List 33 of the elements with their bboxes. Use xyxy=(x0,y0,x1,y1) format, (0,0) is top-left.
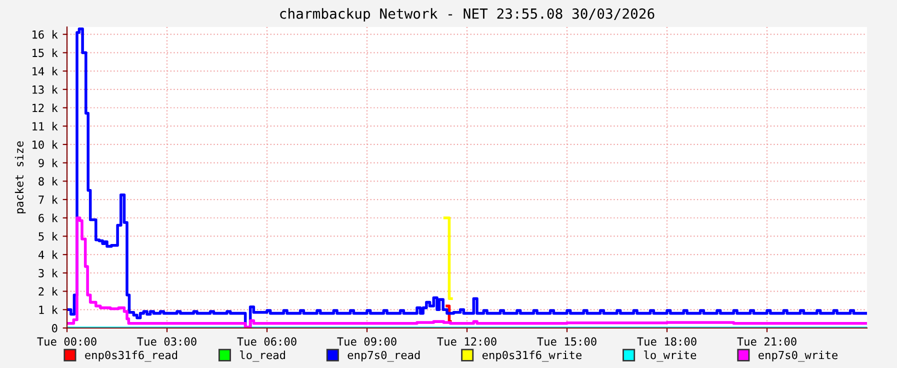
chart-title: charmbackup Network - NET 23:55.08 30/03/2026 xyxy=(280,8,654,22)
y-tick-label: 0 xyxy=(52,324,58,332)
y-axis-title: packet size xyxy=(14,141,26,214)
y-tick-label: 14 k xyxy=(32,66,58,76)
legend-label: enp7s0_read xyxy=(348,350,420,362)
y-tick-label: 2 k xyxy=(38,287,58,296)
y-tick-label: 4 k xyxy=(38,250,58,259)
x-tick-label: Tue 03:00 xyxy=(137,337,196,346)
legend-label: lo_read xyxy=(240,350,285,362)
y-tick-label: 5 k xyxy=(38,232,58,241)
legend-label: enp0s31f6_write xyxy=(482,350,582,362)
legend-label: lo_write xyxy=(644,350,696,362)
y-tick-label: 13 k xyxy=(32,85,58,94)
y-tick-label: 3 k xyxy=(38,268,58,278)
x-tick-label: Tue 18:00 xyxy=(637,337,696,346)
legend-label: enp0s31f6_read xyxy=(85,350,178,362)
x-tick-label: Tue 06:00 xyxy=(237,337,296,346)
y-tick-label: 7 k xyxy=(38,195,58,204)
x-tick-label: Tue 15:00 xyxy=(537,337,596,346)
y-tick-label: 11 k xyxy=(32,122,58,130)
x-tick-label: Tue 21:00 xyxy=(737,337,796,346)
y-tick-label: 15 k xyxy=(32,48,58,58)
x-tick-label: Tue 09:00 xyxy=(337,337,396,346)
y-tick-label: 8 k xyxy=(38,176,58,186)
y-tick-label: 12 k xyxy=(32,104,58,112)
y-tick-label: 16 k xyxy=(32,30,58,39)
legend-label: enp7s0_write xyxy=(758,350,838,362)
x-tick-label: Tue 12:00 xyxy=(437,337,496,346)
y-tick-label: 10 k xyxy=(32,140,58,149)
y-tick-label: 9 k xyxy=(38,158,58,168)
x-tick-label: Tue 00:00 xyxy=(37,337,96,346)
y-tick-label: 1 k xyxy=(39,305,58,314)
y-tick-label: 6 k xyxy=(38,214,58,222)
